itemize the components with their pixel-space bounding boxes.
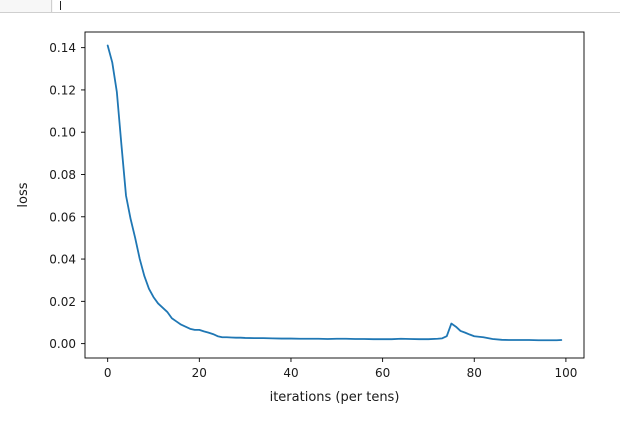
y-tick-label: 0.04 xyxy=(49,253,76,267)
plot-area xyxy=(84,31,585,359)
text-cursor xyxy=(60,1,61,10)
x-tick-label: 20 xyxy=(192,366,207,380)
y-tick-label: 0.14 xyxy=(49,41,76,55)
y-axis-label: loss xyxy=(16,182,31,207)
x-axis-label: iterations (per tens) xyxy=(270,390,400,405)
x-tick-label: 60 xyxy=(375,366,390,380)
x-tick-label: 0 xyxy=(104,366,112,380)
y-tick-label: 0.10 xyxy=(49,126,76,140)
y-tick-label: 0.02 xyxy=(49,295,76,309)
notebook-cell-top[interactable] xyxy=(0,0,620,13)
axes-frame xyxy=(84,31,585,359)
x-tick-label: 40 xyxy=(283,366,298,380)
y-tick-label: 0.08 xyxy=(49,168,76,182)
axis-ticks: 0 20 40 60 80 100 0.00 0.02 0.04 0.06 0.08 0.10 0.12… xyxy=(49,41,577,380)
x-tick-label: 80 xyxy=(467,366,482,380)
y-tick-label: 0.00 xyxy=(49,337,76,351)
y-tick-label: 0.06 xyxy=(49,210,76,224)
cell-input-area[interactable] xyxy=(53,0,620,12)
x-tick-label: 100 xyxy=(554,366,577,380)
loss-series-line xyxy=(106,44,563,342)
cell-prompt-gutter xyxy=(0,0,52,12)
y-tick-label: 0.12 xyxy=(49,83,76,97)
